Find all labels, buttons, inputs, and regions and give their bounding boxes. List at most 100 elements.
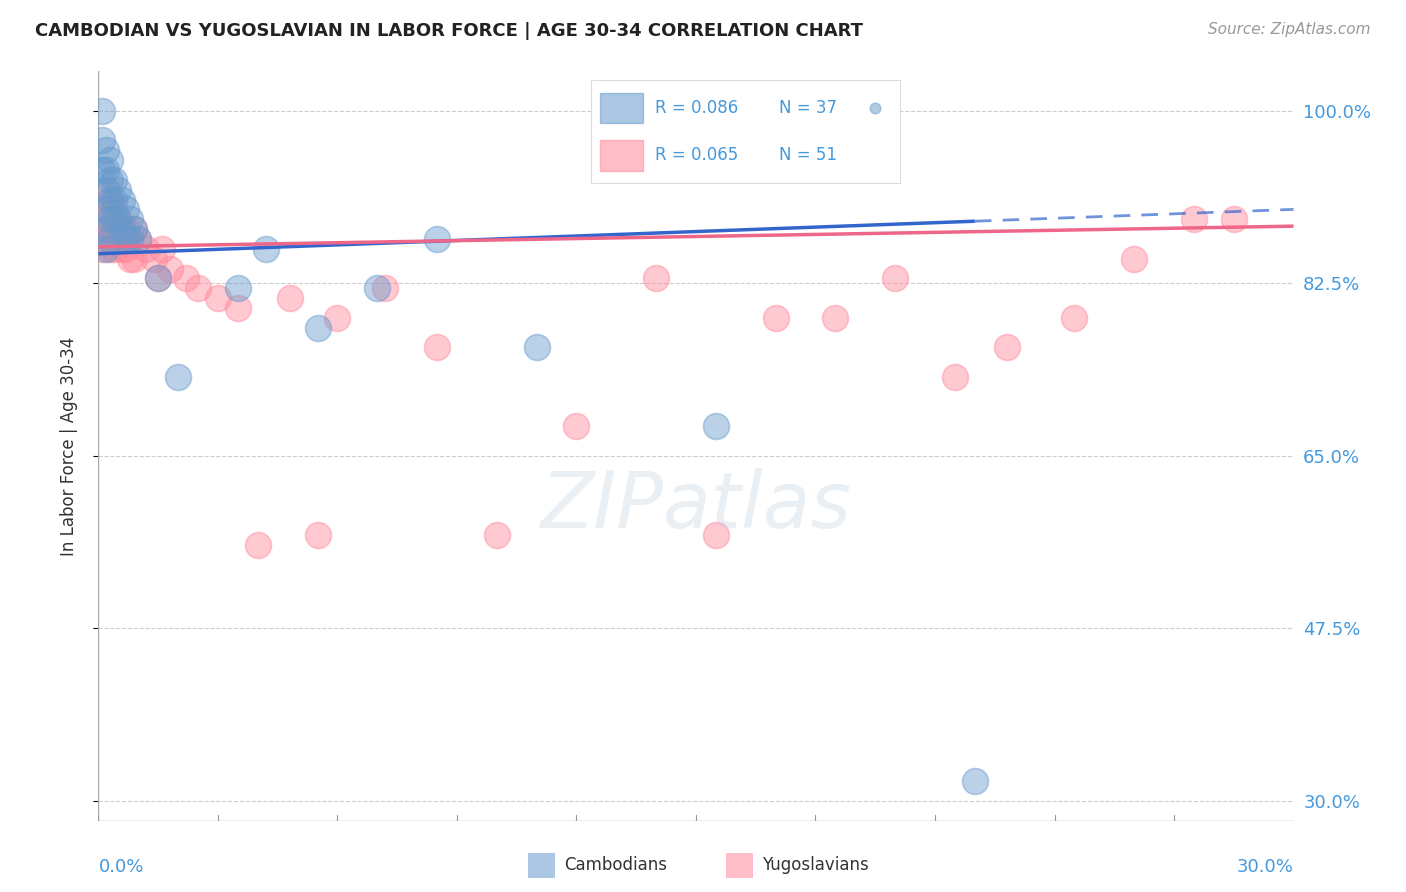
- Point: [148, 271, 170, 285]
- Point: [103, 212, 125, 227]
- Point: [366, 281, 388, 295]
- Point: [995, 340, 1018, 354]
- Point: [485, 527, 508, 541]
- Point: [96, 163, 118, 178]
- Point: [98, 193, 122, 207]
- Bar: [529, 853, 555, 878]
- Point: [226, 281, 249, 295]
- Point: [111, 193, 134, 207]
- Point: [207, 291, 229, 305]
- Point: [103, 222, 125, 236]
- Point: [124, 222, 146, 236]
- Point: [115, 222, 138, 236]
- Point: [111, 222, 134, 236]
- Point: [278, 291, 301, 305]
- Point: [704, 419, 727, 434]
- Point: [124, 222, 146, 236]
- Text: R = 0.065: R = 0.065: [655, 146, 738, 164]
- Point: [1223, 212, 1246, 227]
- Point: [120, 212, 142, 227]
- Point: [254, 242, 277, 256]
- Point: [645, 271, 668, 285]
- Point: [148, 271, 170, 285]
- Point: [150, 242, 173, 256]
- Text: 0.0%: 0.0%: [98, 858, 143, 876]
- Point: [91, 242, 114, 256]
- Point: [96, 143, 118, 157]
- Point: [307, 320, 329, 334]
- Point: [98, 193, 122, 207]
- Point: [91, 222, 114, 236]
- Text: Source: ZipAtlas.com: Source: ZipAtlas.com: [1208, 22, 1371, 37]
- Point: [103, 193, 125, 207]
- Point: [1182, 212, 1205, 227]
- Point: [326, 310, 349, 325]
- Point: [159, 261, 181, 276]
- Text: N = 37: N = 37: [779, 99, 837, 117]
- Point: [127, 232, 149, 246]
- Point: [246, 538, 269, 552]
- Point: [96, 202, 118, 217]
- Point: [143, 252, 166, 266]
- Point: [91, 202, 114, 217]
- Point: [226, 301, 249, 315]
- Point: [120, 232, 142, 246]
- Point: [765, 310, 787, 325]
- Point: [98, 242, 122, 256]
- Point: [943, 370, 966, 384]
- Point: [120, 232, 142, 246]
- Point: [307, 527, 329, 541]
- Point: [863, 101, 886, 115]
- Point: [824, 310, 846, 325]
- Point: [103, 173, 125, 187]
- Point: [374, 281, 396, 295]
- Point: [98, 222, 122, 236]
- Point: [96, 232, 118, 246]
- Point: [96, 183, 118, 197]
- Point: [167, 370, 190, 384]
- Point: [174, 271, 197, 285]
- Point: [103, 202, 125, 217]
- Point: [111, 222, 134, 236]
- Point: [884, 271, 907, 285]
- Point: [426, 232, 449, 246]
- Point: [135, 242, 157, 256]
- Text: N = 51: N = 51: [779, 146, 837, 164]
- Point: [1063, 310, 1085, 325]
- Point: [187, 281, 209, 295]
- Point: [98, 153, 122, 167]
- Point: [1123, 252, 1146, 266]
- Point: [103, 242, 125, 256]
- Point: [98, 232, 122, 246]
- Point: [127, 232, 149, 246]
- Text: Cambodians: Cambodians: [564, 856, 666, 874]
- Point: [565, 419, 588, 434]
- Point: [96, 183, 118, 197]
- Text: R = 0.086: R = 0.086: [655, 99, 738, 117]
- Point: [111, 242, 134, 256]
- Point: [115, 202, 138, 217]
- Point: [96, 242, 118, 256]
- Point: [107, 232, 129, 246]
- Point: [107, 212, 129, 227]
- Text: ZIPatlas: ZIPatlas: [540, 468, 852, 544]
- Point: [91, 103, 114, 118]
- Text: CAMBODIAN VS YUGOSLAVIAN IN LABOR FORCE | AGE 30-34 CORRELATION CHART: CAMBODIAN VS YUGOSLAVIAN IN LABOR FORCE …: [35, 22, 863, 40]
- Bar: [725, 853, 754, 878]
- Bar: [600, 93, 643, 123]
- Point: [120, 252, 142, 266]
- Point: [704, 527, 727, 541]
- Bar: [600, 140, 643, 170]
- Point: [98, 173, 122, 187]
- Point: [107, 183, 129, 197]
- Point: [526, 340, 548, 354]
- Point: [426, 340, 449, 354]
- Point: [91, 163, 114, 178]
- Point: [124, 252, 146, 266]
- Point: [96, 222, 118, 236]
- Point: [963, 774, 986, 789]
- Point: [115, 242, 138, 256]
- Text: 30.0%: 30.0%: [1237, 858, 1294, 876]
- Point: [107, 212, 129, 227]
- Point: [96, 212, 118, 227]
